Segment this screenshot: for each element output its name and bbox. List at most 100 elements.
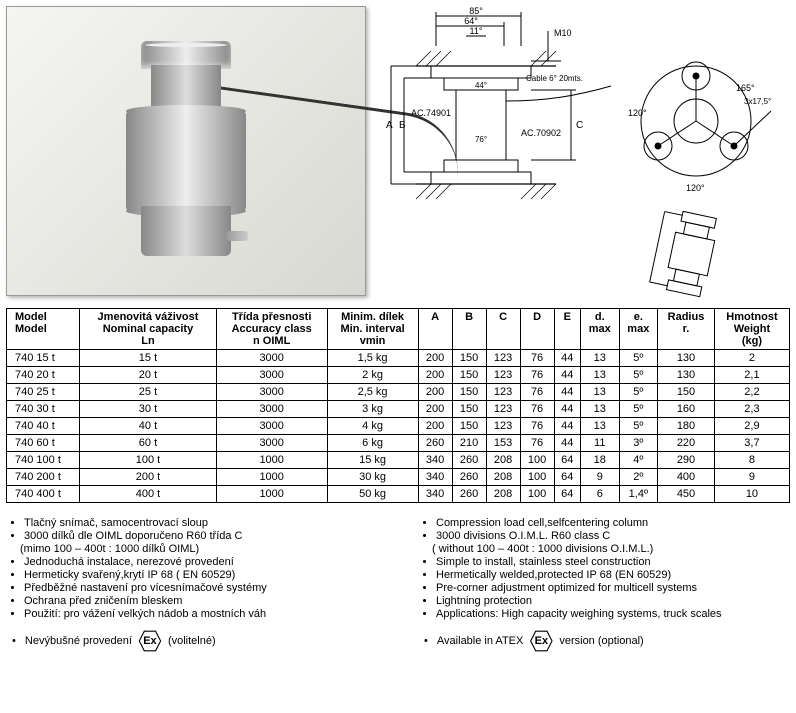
axis-c: C: [576, 120, 583, 131]
list-item: Hermetically welded,protected IP 68 (EN …: [436, 569, 790, 581]
cell-A: 200: [418, 418, 452, 435]
cell-d: 13: [580, 350, 619, 367]
cell-e: 3º: [619, 435, 658, 452]
th-e: E: [554, 309, 580, 350]
list-item: Použití: pro vážení velkých nádob a most…: [24, 608, 378, 620]
table-row: 740 400 t400 t100050 kg3402602081006461,…: [7, 486, 790, 503]
cell-D: 76: [520, 401, 554, 418]
tilt-diagram: [646, 206, 736, 306]
cell-cap: 30 t: [80, 401, 217, 418]
cell-E: 44: [554, 435, 580, 452]
cell-min: 2 kg: [327, 367, 418, 384]
cell-model: 740 100 t: [7, 452, 80, 469]
cell-C: 123: [486, 384, 520, 401]
cell-d: 13: [580, 367, 619, 384]
cell-cap: 100 t: [80, 452, 217, 469]
list-item: Compression load cell,selfcentering colu…: [436, 517, 790, 529]
cell-r: 130: [658, 350, 715, 367]
cell-C: 123: [486, 350, 520, 367]
list-item: ( without 100 – 400t : 1000 divisions O.…: [432, 543, 790, 555]
th-radius: Radiusr.: [658, 309, 715, 350]
cell-E: 44: [554, 384, 580, 401]
ac1-label: AC.74901: [411, 108, 451, 118]
cell-cap: 20 t: [80, 367, 217, 384]
cell-E: 64: [554, 469, 580, 486]
list-item: 3000 dílků dle OIML doporučeno R60 třída…: [24, 530, 378, 542]
bullets-row: Tlačný snímač, samocentrovací sloup3000 …: [6, 517, 790, 652]
ang-120a: 120°: [628, 108, 647, 118]
bullets-left: Tlačný snímač, samocentrovací sloup3000 …: [6, 517, 378, 652]
cell-e: 5º: [619, 418, 658, 435]
cell-r: 150: [658, 384, 715, 401]
cell-cap: 40 t: [80, 418, 217, 435]
th-d: D: [520, 309, 554, 350]
cell-w: 2,1: [714, 367, 789, 384]
cell-e: 5º: [619, 367, 658, 384]
cell-B: 210: [452, 435, 486, 452]
cell-D: 76: [520, 435, 554, 452]
cell-D: 76: [520, 384, 554, 401]
cell-C: 153: [486, 435, 520, 452]
cell-B: 260: [452, 486, 486, 503]
table-row: 740 40 t40 t30004 kg2001501237644135º180…: [7, 418, 790, 435]
cell-w: 10: [714, 486, 789, 503]
cell-acc: 3000: [216, 384, 327, 401]
list-item: Předběžné nastavení pro vícesnímačové sy…: [24, 582, 378, 594]
list-item: Hermeticky svařený,krytí IP 68 ( EN 6052…: [24, 569, 378, 581]
cell-d: 13: [580, 401, 619, 418]
axis-b: B: [399, 120, 406, 131]
atex-right-pre: Available in ATEX: [437, 635, 523, 647]
cell-e: 4º: [619, 452, 658, 469]
bullets-right: Compression load cell,selfcentering colu…: [418, 517, 790, 652]
dim-44: 44°: [475, 81, 487, 90]
cell-A: 200: [418, 401, 452, 418]
atex-left-post: (volitelné): [168, 635, 216, 647]
cell-w: 3,7: [714, 435, 789, 452]
cell-e: 5º: [619, 384, 658, 401]
cell-A: 200: [418, 384, 452, 401]
cell-D: 76: [520, 350, 554, 367]
cell-B: 150: [452, 350, 486, 367]
spec-table: Model Model Jmenovitá váživost Nominal c…: [6, 308, 790, 503]
cell-acc: 1000: [216, 469, 327, 486]
top-diagram: 120° 120° 165° 3x17,5°: [626, 46, 776, 196]
cell-min: 50 kg: [327, 486, 418, 503]
th-capacity: Jmenovitá váživost Nominal capacity Ln: [80, 309, 217, 350]
dim-m10: M10: [554, 28, 572, 38]
cell-e: 5º: [619, 350, 658, 367]
th-dmax: d.max: [580, 309, 619, 350]
th-accuracy: Třída přesnosti Accuracy class n OIML: [216, 309, 327, 350]
cell-C: 123: [486, 401, 520, 418]
cell-acc: 3000: [216, 418, 327, 435]
cell-r: 290: [658, 452, 715, 469]
cell-r: 220: [658, 435, 715, 452]
cable-label: Cable 6° 20mts.: [526, 74, 583, 83]
cell-C: 208: [486, 486, 520, 503]
cell-A: 340: [418, 486, 452, 503]
cell-A: 260: [418, 435, 452, 452]
axis-a: A: [386, 120, 393, 131]
dim-85: 85°: [469, 6, 483, 16]
list-item: Simple to install, stainless steel const…: [436, 556, 790, 568]
list-item: (mimo 100 – 400t : 1000 dílků OIML): [20, 543, 378, 555]
table-row: 740 30 t30 t30003 kg2001501237644135º160…: [7, 401, 790, 418]
ex-icon: Ex: [138, 630, 162, 652]
atex-right-post: version (optional): [559, 635, 643, 647]
ac2-label: AC.70902: [521, 128, 561, 138]
cell-d: 13: [580, 418, 619, 435]
cell-D: 100: [520, 486, 554, 503]
cell-D: 100: [520, 452, 554, 469]
cell-model: 740 60 t: [7, 435, 80, 452]
cell-acc: 1000: [216, 452, 327, 469]
cell-E: 44: [554, 350, 580, 367]
th-model: Model Model: [7, 309, 80, 350]
list-item: Jednoduchá instalace, nerezové provedení: [24, 556, 378, 568]
table-row: 740 20 t20 t30002 kg2001501237644135º130…: [7, 367, 790, 384]
atex-left: • Nevýbušné provedení Ex (volitelné): [6, 630, 378, 652]
list-item: 3000 divisions O.I.M.L. R60 class C: [436, 530, 790, 542]
dim-11: 11°: [470, 26, 483, 36]
cell-B: 260: [452, 452, 486, 469]
technical-diagrams: 85° 64° 11° M10 Cable 6° 20mts. 44° 76° …: [376, 6, 790, 296]
cell-d: 9: [580, 469, 619, 486]
atex-right: • Available in ATEX Ex version (optional…: [418, 630, 790, 652]
